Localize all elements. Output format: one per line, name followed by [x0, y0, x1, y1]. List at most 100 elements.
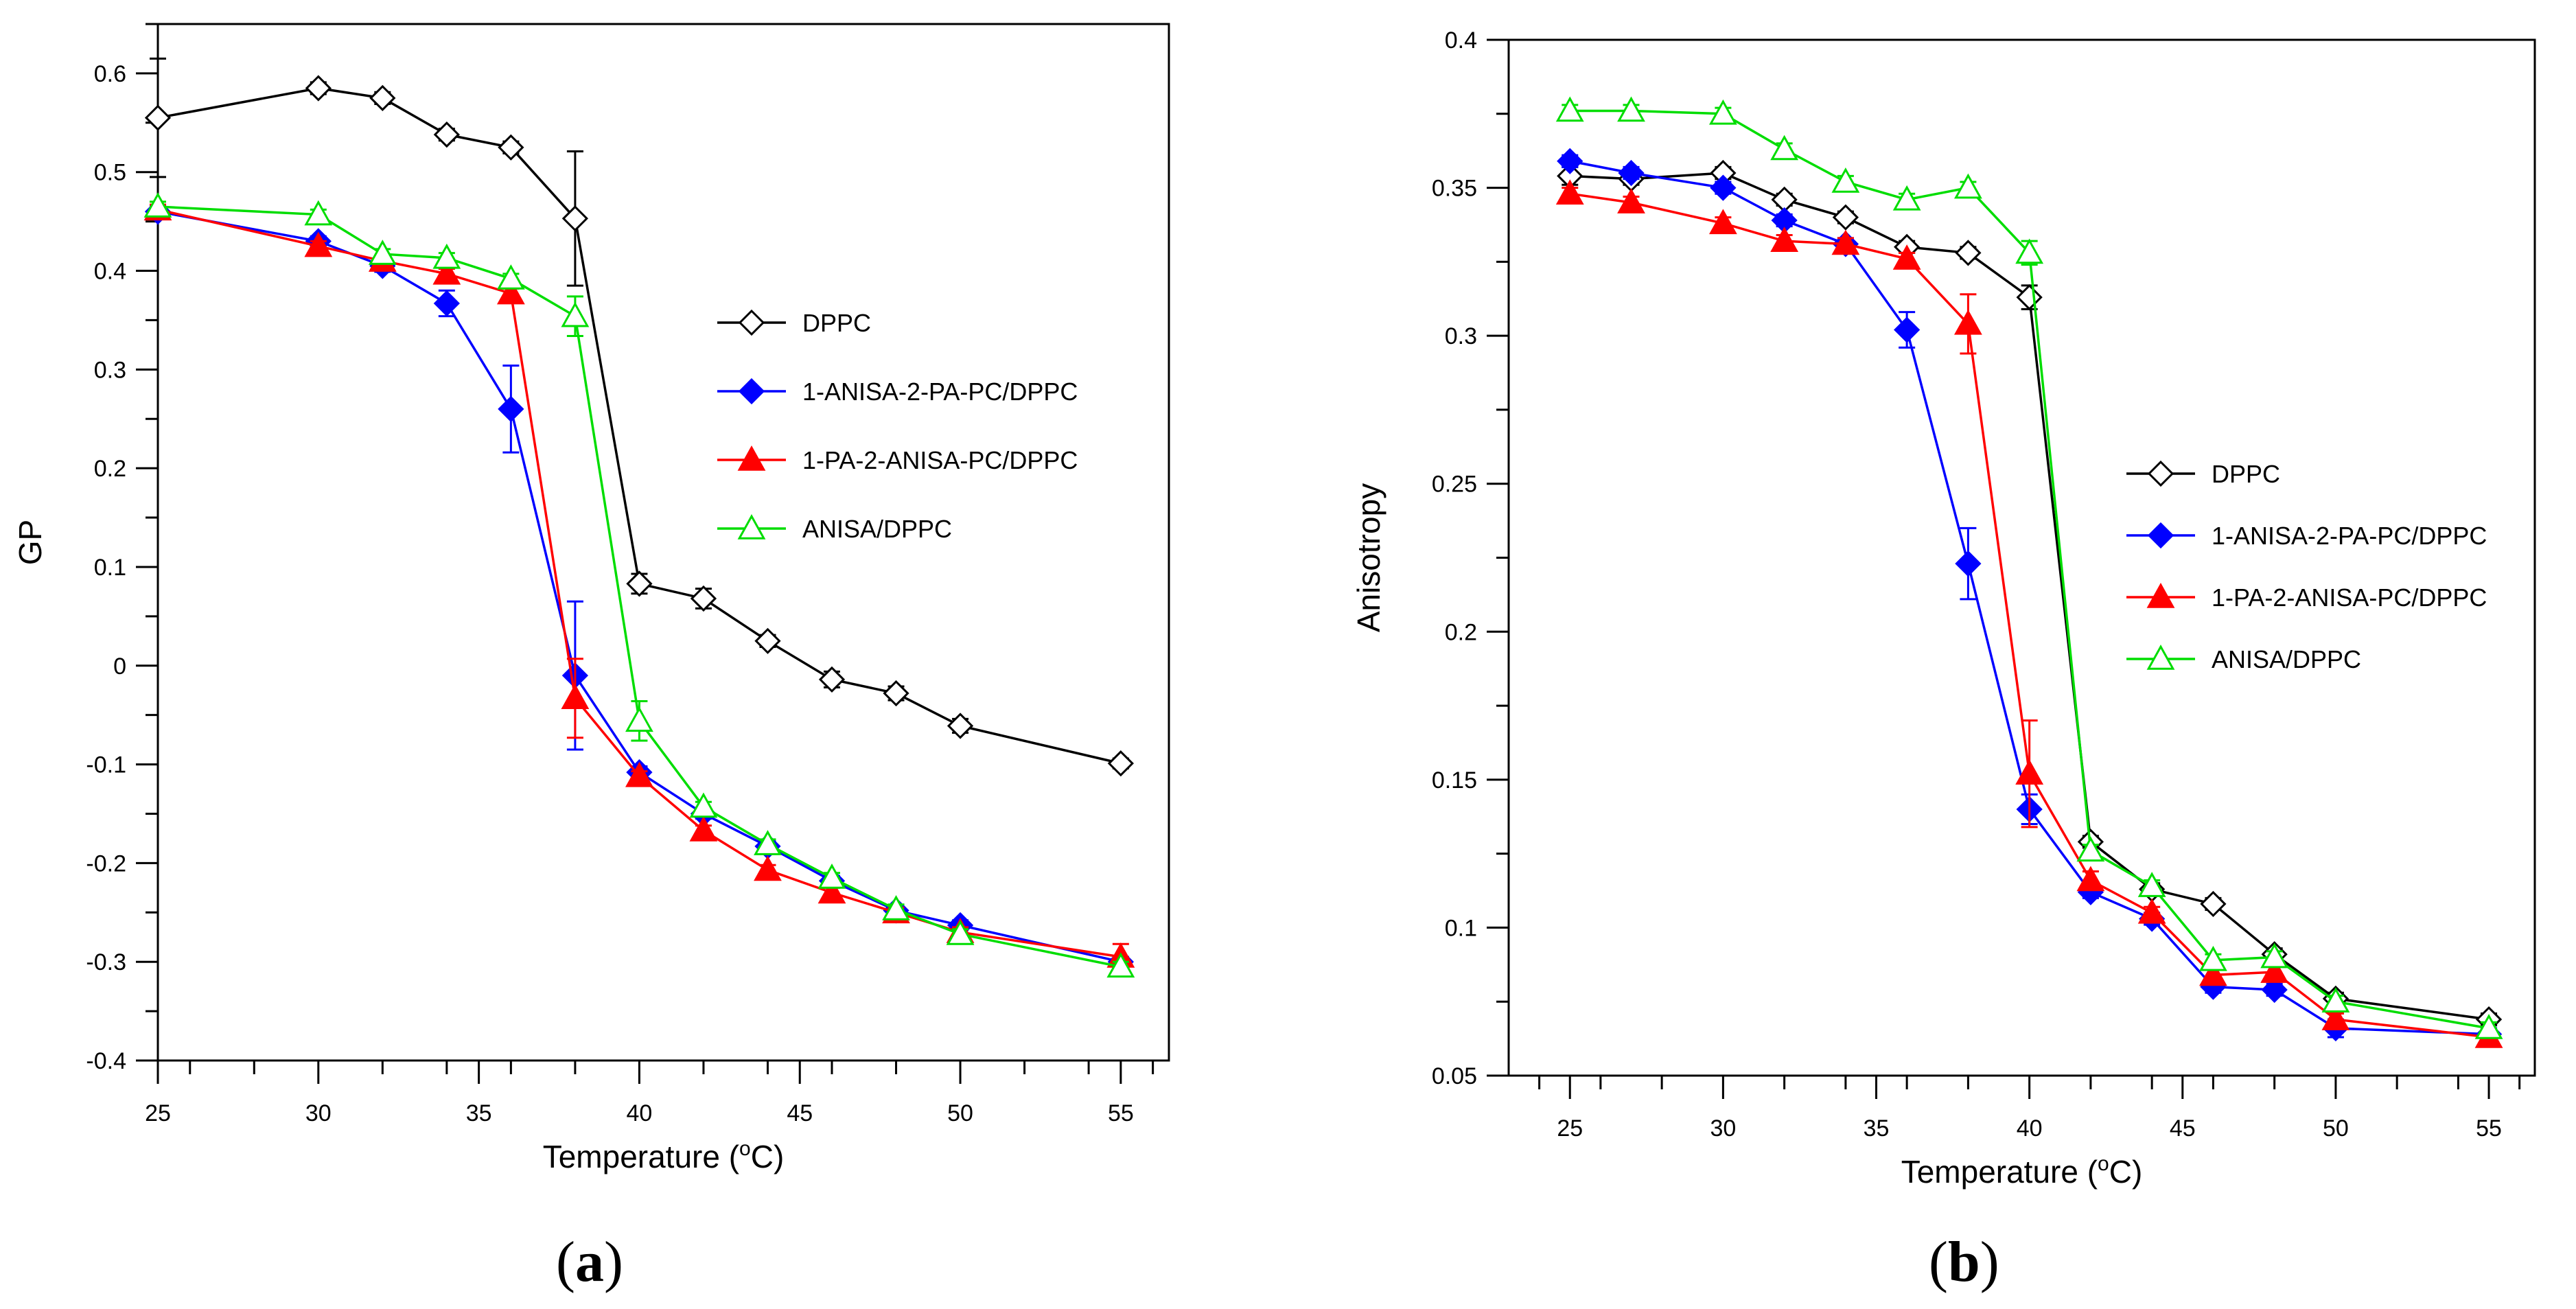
data-point: [1894, 316, 1921, 343]
data-point: [817, 864, 846, 889]
data-point: [1618, 159, 1645, 187]
y-tick-label: 0.2: [1445, 619, 1477, 645]
data-point: [2200, 890, 2227, 918]
x-tick-label: 55: [2476, 1115, 2502, 1142]
x-tick-label: 35: [466, 1100, 492, 1126]
x-axis-title: Temperature (oC): [1901, 1152, 2143, 1190]
data-point: [946, 919, 975, 945]
data-point: [818, 666, 846, 693]
legend-label: ANISA/DPPC: [2212, 645, 2361, 673]
data-point: [1555, 96, 1584, 122]
data-point: [2137, 898, 2166, 924]
legend-item-anisa-dppc: ANISA/DPPC: [2126, 645, 2361, 673]
y-tick-label: 0.05: [1432, 1063, 1477, 1089]
legend-marker: [738, 309, 765, 336]
data-point: [369, 84, 396, 111]
x-tick-label: 50: [2323, 1115, 2349, 1142]
x-tick-label: 25: [145, 1100, 171, 1126]
data-point: [1107, 750, 1134, 777]
y-tick-label: 0.15: [1432, 767, 1477, 793]
legend-marker: [737, 445, 766, 471]
data-point: [498, 395, 524, 422]
legend-marker: [2147, 460, 2174, 487]
data-point: [2260, 958, 2289, 983]
legend: DPPC 1-ANISA-2-PA-PC/DPPC 1-PA-2-ANISA-PC/…: [717, 309, 1078, 543]
y-tick-label: -0.2: [86, 850, 126, 877]
data-point: [1955, 240, 1982, 266]
data-point: [625, 706, 653, 732]
y-tick-label: 0.5: [94, 160, 126, 186]
legend-item-dppc: DPPC: [2126, 460, 2280, 488]
data-point: [882, 895, 910, 920]
y-tick-label: 0.2: [94, 456, 126, 482]
data-point: [561, 301, 590, 327]
plot-frame: [156, 23, 1170, 1062]
x-tick-label: 40: [627, 1100, 653, 1126]
series-1-pa-2-anisa-pc-dppc: [1555, 179, 2503, 1048]
data-point: [1106, 952, 1135, 978]
data-point: [1892, 185, 1921, 211]
data-point: [144, 104, 172, 131]
data-point: [1892, 244, 1921, 270]
data-point: [2076, 836, 2105, 862]
data-point: [496, 264, 525, 290]
chart-panel-b: 25 30 35 40 45 50 550.050.10.150.20.250.30.350…: [1351, 27, 2536, 1190]
data-point: [1708, 99, 1737, 125]
x-axis: 25 30 35 40 45 50 55: [145, 1061, 1154, 1126]
data-point: [304, 200, 333, 226]
y-axis-title: GP: [12, 520, 48, 565]
x-tick-label: 50: [947, 1100, 973, 1126]
chart-panel-a: 25 30 35 40 45 50 55 -0.4 -0.3 -0.2 -0.1 0 0.1 0.2 0.3…: [12, 23, 1170, 1174]
data-point: [1832, 204, 1859, 231]
legend-label: DPPC: [802, 309, 871, 337]
data-point: [1954, 309, 1982, 335]
legend-marker: [737, 514, 766, 540]
data-point: [2260, 942, 2289, 969]
data-point: [2076, 866, 2105, 892]
data-point: [690, 585, 717, 612]
data-point: [754, 830, 782, 855]
data-point: [2199, 945, 2227, 971]
data-point: [625, 761, 653, 787]
series-anisa-dppc: [1555, 96, 2503, 1039]
data-point: [817, 878, 846, 904]
legend: DPPC 1-ANISA-2-PA-PC/DPPC 1-PA-2-ANISA-PC/…: [2126, 460, 2487, 673]
plot-frame: [1507, 38, 2536, 1077]
data-point: [1708, 209, 1737, 235]
x-tick-label: 45: [2170, 1115, 2196, 1142]
data-point: [305, 75, 332, 102]
x-axis: 25 30 35 40 45 50 55: [1538, 1076, 2521, 1142]
data-point: [1557, 148, 1583, 174]
data-point: [2015, 238, 2044, 264]
legend-marker: [738, 378, 765, 405]
data-point: [368, 240, 397, 265]
legend-marker: [2147, 522, 2174, 549]
data-point: [1955, 551, 1982, 577]
series-line: [157, 86, 1122, 765]
legend-item-1-pa-2-anisa-pc-dppc: 1-PA-2-ANISA-PC/DPPC: [2126, 583, 2487, 612]
data-point: [561, 205, 589, 232]
data-point: [498, 134, 524, 161]
data-point: [947, 713, 974, 739]
legend-label: DPPC: [2212, 460, 2280, 488]
y-tick-label: 0.4: [94, 259, 126, 285]
x-axis-title: Temperature (oC): [543, 1137, 785, 1174]
legend-label: 1-ANISA-2-PA-PC/DPPC: [802, 378, 1078, 406]
data-point: [432, 259, 461, 285]
data-point: [1770, 135, 1799, 161]
x-tick-label: 40: [2017, 1115, 2043, 1142]
data-point: [689, 815, 718, 842]
y-tick-label: 0.4: [1445, 27, 1477, 54]
data-point: [2261, 976, 2288, 1004]
data-point: [433, 121, 460, 148]
x-tick-label: 25: [1557, 1115, 1583, 1142]
data-point: [496, 279, 525, 305]
panel-label-b: (b): [1929, 1230, 1999, 1294]
data-point: [1710, 174, 1737, 201]
data-point: [626, 570, 653, 597]
series-dppc: [144, 57, 1134, 777]
y-tick-label: 0.25: [1432, 472, 1477, 498]
data-point: [754, 855, 782, 881]
legend-label: 1-ANISA-2-PA-PC/DPPC: [2212, 522, 2487, 550]
data-point: [2474, 1014, 2503, 1039]
